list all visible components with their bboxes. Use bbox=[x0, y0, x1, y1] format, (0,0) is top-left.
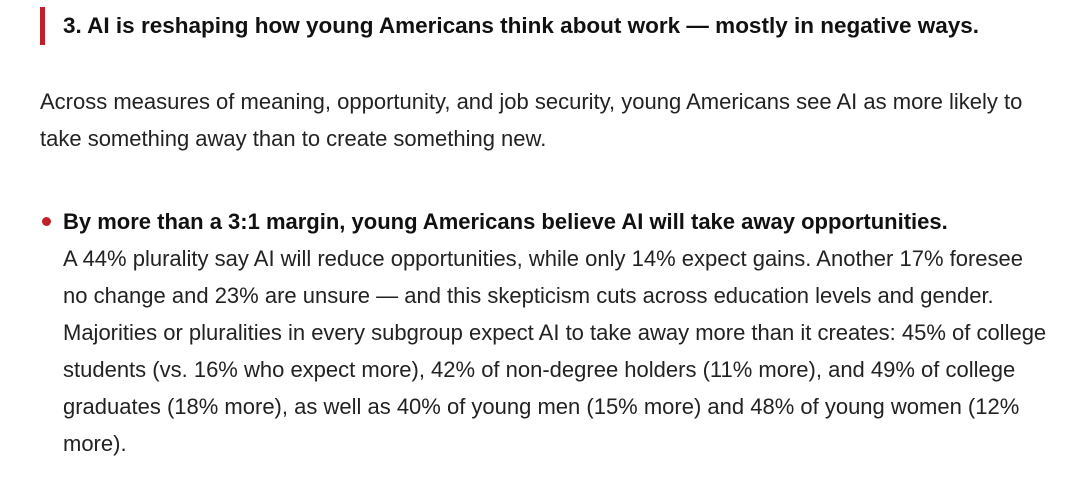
bullet-list: By more than a 3:1 margin, young America… bbox=[0, 203, 1053, 462]
bullet-lead: By more than a 3:1 margin, young America… bbox=[63, 209, 948, 234]
intro-paragraph: Across measures of meaning, opportunity,… bbox=[40, 89, 1023, 151]
bullet-text: A 44% plurality say AI will reduce oppor… bbox=[63, 246, 1047, 456]
bullet-dot bbox=[42, 217, 51, 226]
bullet-item: By more than a 3:1 margin, young America… bbox=[0, 203, 1053, 462]
section-heading: 3. AI is reshaping how young Americans t… bbox=[40, 7, 1070, 45]
